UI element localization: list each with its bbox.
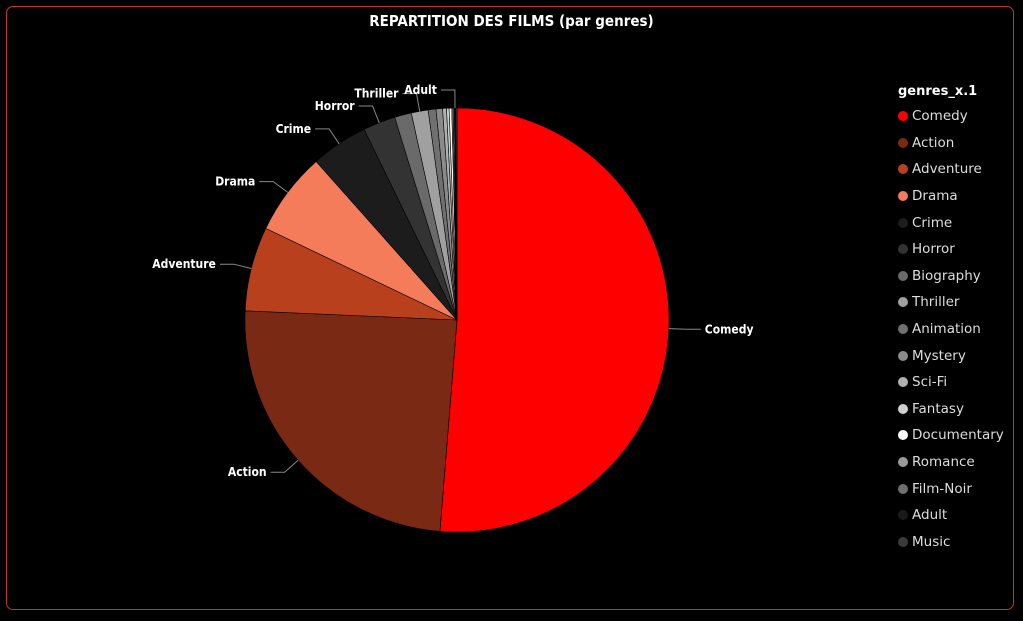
legend-swatch	[898, 191, 908, 202]
leader-line-adult	[440, 89, 456, 109]
legend-item-sci-fi[interactable]: Sci-Fi	[898, 369, 1004, 396]
legend-label: Comedy	[912, 108, 968, 125]
legend-title: genres_x.1	[898, 84, 978, 99]
legend-label: Documentary	[912, 427, 1004, 444]
legend-swatch	[898, 217, 908, 228]
legend-swatch	[898, 457, 908, 468]
legend-label: Biography	[912, 267, 981, 284]
pie-labels: Comedy Action Adventure Drama CrimeHorrorThr…	[152, 83, 753, 479]
pie-slice-comedy[interactable]	[439, 107, 670, 533]
legend-label: Adult	[912, 507, 948, 524]
legend-swatch	[898, 270, 908, 281]
legend-swatch	[898, 164, 908, 175]
legend-label: Thriller	[912, 294, 960, 311]
legend-item-mystery[interactable]: Mystery	[898, 342, 1004, 369]
legend-item-romance[interactable]: Romance	[898, 449, 1004, 476]
legend-item-music[interactable]: Music	[898, 529, 1004, 556]
pie-slices	[244, 107, 670, 533]
legend-item-adult[interactable]: Adult	[898, 502, 1004, 529]
leader-line-crime	[315, 128, 340, 145]
legend-item-fantasy[interactable]: Fantasy	[898, 396, 1004, 423]
legend-item-animation[interactable]: Animation	[898, 316, 1004, 343]
legend-label: Drama	[912, 188, 958, 205]
legend-item-horror[interactable]: Horror	[898, 236, 1004, 263]
leader-line-comedy	[668, 328, 701, 330]
legend-items: Comedy Action Adventure Drama Crime Horror Bio…	[898, 103, 1004, 555]
legend-swatch	[898, 403, 908, 414]
legend-label: Horror	[912, 241, 955, 258]
legend-item-crime[interactable]: Crime	[898, 209, 1004, 236]
legend-item-action[interactable]: Action	[898, 130, 1004, 157]
legend-label: Crime	[912, 214, 953, 231]
legend-item-comedy[interactable]: Comedy	[898, 103, 1004, 130]
legend-swatch	[898, 536, 908, 547]
legend-swatch	[898, 510, 908, 521]
legend-swatch	[898, 111, 908, 122]
legend-item-documentary[interactable]: Documentary	[898, 422, 1004, 449]
chart-title: REPARTITION DES FILMS (par genres)	[369, 12, 654, 30]
legend-swatch	[898, 377, 908, 388]
legend-swatch	[898, 137, 908, 148]
slice-label-adventure: Adventure	[152, 257, 216, 271]
slice-label-comedy: Comedy	[705, 322, 754, 336]
leader-line-thriller	[402, 93, 421, 112]
legend-item-biography[interactable]: Biography	[898, 263, 1004, 290]
leader-line-adventure	[219, 263, 252, 269]
legend: genres_x.1 Comedy Action Adventure Drama Cri…	[898, 84, 1004, 555]
legend-label: Animation	[912, 321, 981, 338]
legend-label: Action	[912, 134, 955, 151]
legend-swatch	[898, 324, 908, 335]
legend-item-thriller[interactable]: Thriller	[898, 289, 1004, 316]
pie-slice-action[interactable]	[244, 310, 458, 532]
slice-label-drama: Drama	[215, 175, 255, 189]
slice-label-crime: Crime	[276, 122, 312, 136]
chart-frame	[6, 6, 1014, 610]
legend-label: Film-Noir	[912, 480, 972, 497]
pie-slice-music[interactable]	[455, 107, 458, 321]
leader-line-drama	[259, 181, 289, 193]
legend-item-film-noir[interactable]: Film-Noir	[898, 475, 1004, 502]
legend-label: Fantasy	[912, 400, 964, 417]
legend-swatch	[898, 483, 908, 494]
slice-label-horror: Horror	[315, 99, 356, 113]
leader-line-action	[270, 459, 299, 473]
legend-item-drama[interactable]: Drama	[898, 183, 1004, 210]
legend-swatch	[898, 430, 908, 441]
legend-label: Sci-Fi	[912, 374, 948, 391]
legend-label: Adventure	[912, 161, 982, 178]
slice-label-adult: Adult	[404, 83, 437, 97]
legend-label: Mystery	[912, 347, 966, 364]
slice-label-thriller: Thriller	[354, 87, 399, 101]
leader-line-horror	[358, 105, 380, 123]
legend-swatch	[898, 244, 908, 255]
legend-label: Romance	[912, 454, 975, 471]
legend-label: Music	[912, 533, 951, 550]
slice-label-action: Action	[228, 465, 267, 479]
legend-swatch	[898, 297, 908, 308]
legend-item-adventure[interactable]: Adventure	[898, 156, 1004, 183]
legend-swatch	[898, 350, 908, 361]
